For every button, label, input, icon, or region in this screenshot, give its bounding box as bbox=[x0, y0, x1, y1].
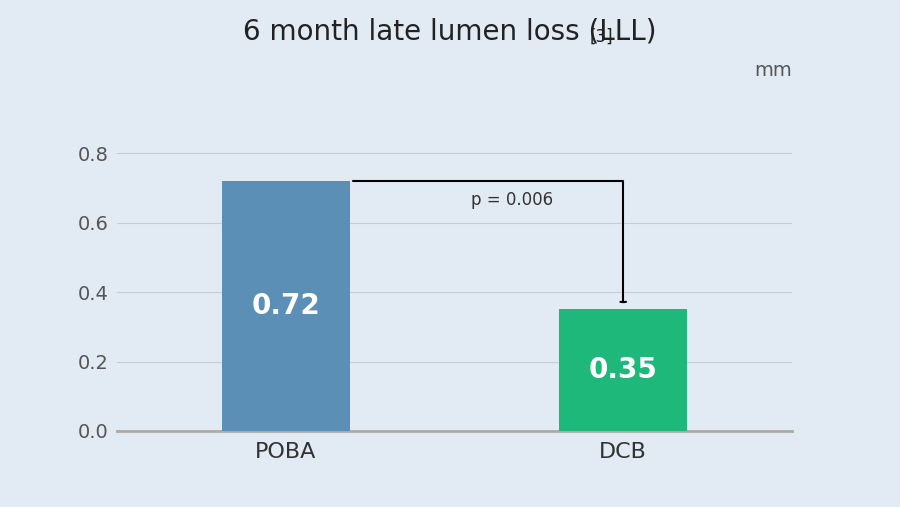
Text: 0.35: 0.35 bbox=[589, 356, 658, 384]
Bar bbox=[221, 181, 350, 431]
Bar bbox=[559, 309, 688, 431]
Text: 6 month late lumen loss (LLL): 6 month late lumen loss (LLL) bbox=[243, 18, 657, 46]
Text: 0.72: 0.72 bbox=[251, 292, 320, 320]
Text: mm: mm bbox=[754, 61, 792, 80]
Text: p = 0.006: p = 0.006 bbox=[472, 191, 554, 209]
Text: [3]: [3] bbox=[590, 27, 613, 46]
